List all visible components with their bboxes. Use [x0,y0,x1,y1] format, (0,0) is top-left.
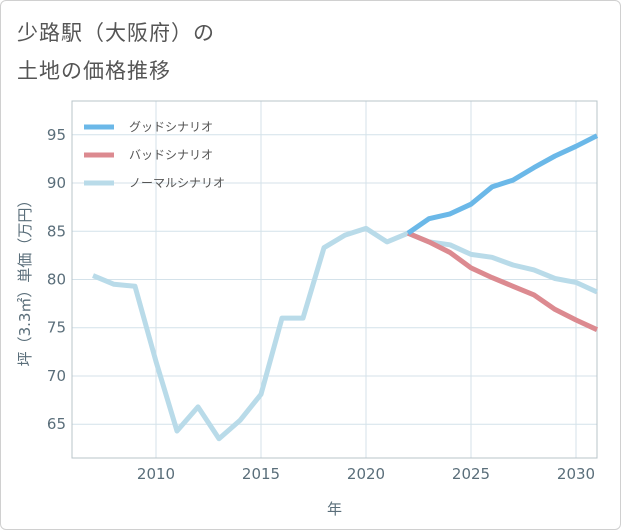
series-line-0 [406,133,599,236]
x-tick-label: 2020 [347,465,385,483]
x-tick-label: 2015 [242,465,280,483]
x-tick-label: 2030 [557,465,595,483]
chart-title-line1: 少路駅（大阪府）の [17,21,215,45]
y-tick-label: 85 [47,222,66,240]
y-tick-label: 70 [47,367,66,385]
legend-label-0: グッドシナリオ [129,120,213,134]
series-layer [92,133,599,442]
legend-label-1: バッドシナリオ [129,148,213,162]
x-axis-label: 年 [327,500,342,518]
y-tick-label: 95 [47,126,66,144]
x-tick-label: 2010 [137,465,175,483]
grid [72,101,597,458]
series-line-2 [92,225,599,442]
chart-title-line2: 土地の価格推移 [17,59,171,83]
series-line-1 [407,230,599,332]
y-tick-label: 80 [47,271,66,289]
legend-label-2: ノーマルシナリオ [129,176,225,190]
ticks: 2010 2015 2020 2025 2030 65 70 75 80 85 90 95 [47,126,595,483]
y-tick-label: 90 [47,174,66,192]
x-tick-label: 2025 [452,465,490,483]
plot-frame [71,100,598,459]
y-tick-label: 75 [47,319,66,337]
y-tick-label: 65 [47,415,66,433]
y-axis-label: 坪（3.3㎡）単価（万円） [16,193,34,367]
